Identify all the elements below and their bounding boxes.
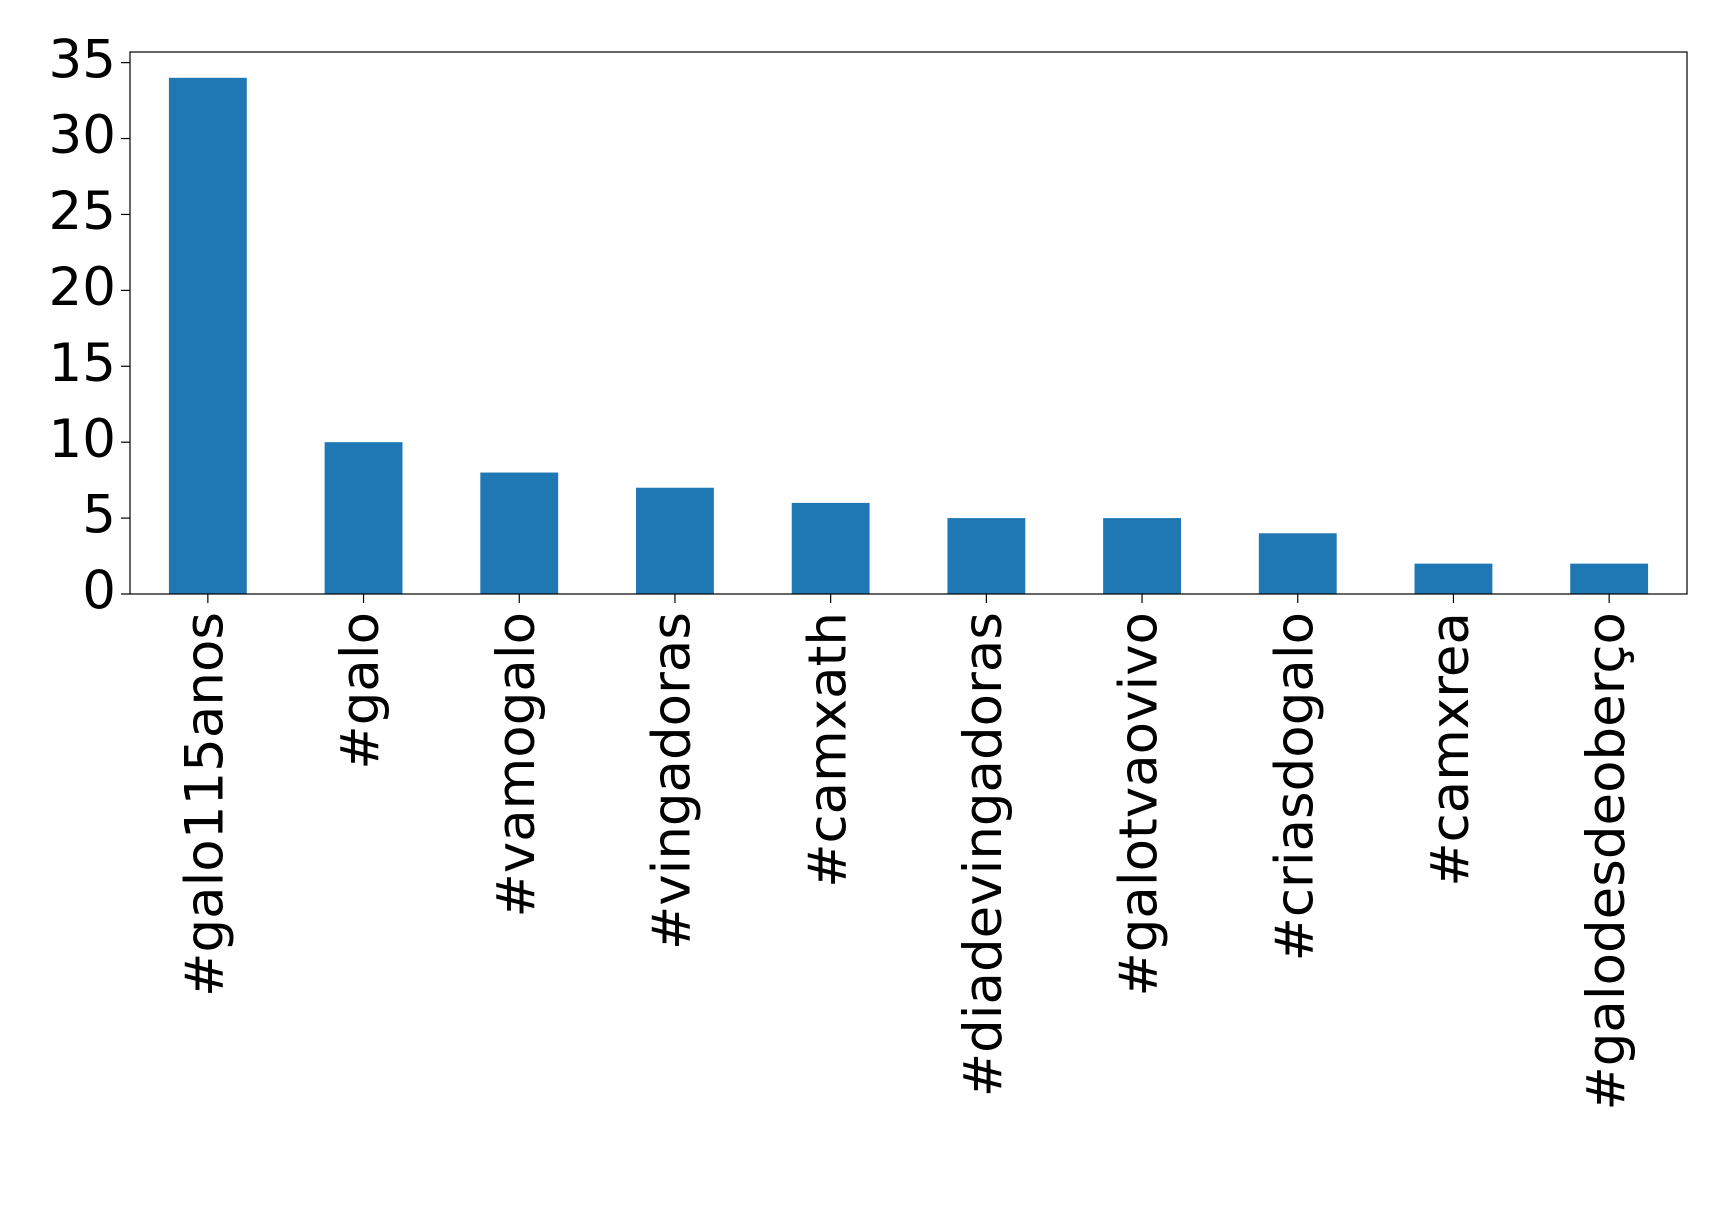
x-tick-label: #camxath bbox=[797, 612, 858, 888]
x-tick-label: #galodesdeoberço bbox=[1576, 612, 1637, 1111]
x-tick-label: #criasdogalo bbox=[1264, 612, 1325, 962]
y-tick-label: 10 bbox=[49, 409, 116, 470]
x-tick-label: #galo115anos bbox=[174, 612, 235, 997]
bar bbox=[168, 77, 247, 595]
bar bbox=[324, 442, 403, 594]
bar bbox=[947, 518, 1026, 594]
bar bbox=[480, 472, 559, 594]
x-tick-label: #galo bbox=[330, 612, 391, 770]
plot-frame bbox=[129, 51, 1688, 595]
bar bbox=[1414, 563, 1493, 594]
x-tick-label: #galotvaovivo bbox=[1109, 612, 1170, 997]
bar bbox=[791, 502, 870, 594]
x-tick-label: #camxrea bbox=[1420, 612, 1481, 887]
y-tick-label: 5 bbox=[82, 485, 116, 546]
bar bbox=[1103, 518, 1181, 594]
y-tick-label: 30 bbox=[49, 105, 116, 166]
x-tick-label: #diadevingadoras bbox=[953, 612, 1014, 1097]
y-tick-label: 15 bbox=[49, 333, 116, 394]
x-tick-label: #vingadoras bbox=[642, 612, 703, 950]
y-tick-label: 20 bbox=[49, 257, 116, 318]
bar bbox=[1258, 533, 1337, 594]
x-tick-label: #vamogalo bbox=[486, 612, 547, 918]
y-tick-label: 35 bbox=[49, 29, 116, 90]
y-tick-label: 0 bbox=[82, 561, 116, 622]
y-tick-label: 25 bbox=[49, 181, 116, 242]
bar bbox=[636, 487, 714, 594]
bar bbox=[1570, 563, 1649, 594]
